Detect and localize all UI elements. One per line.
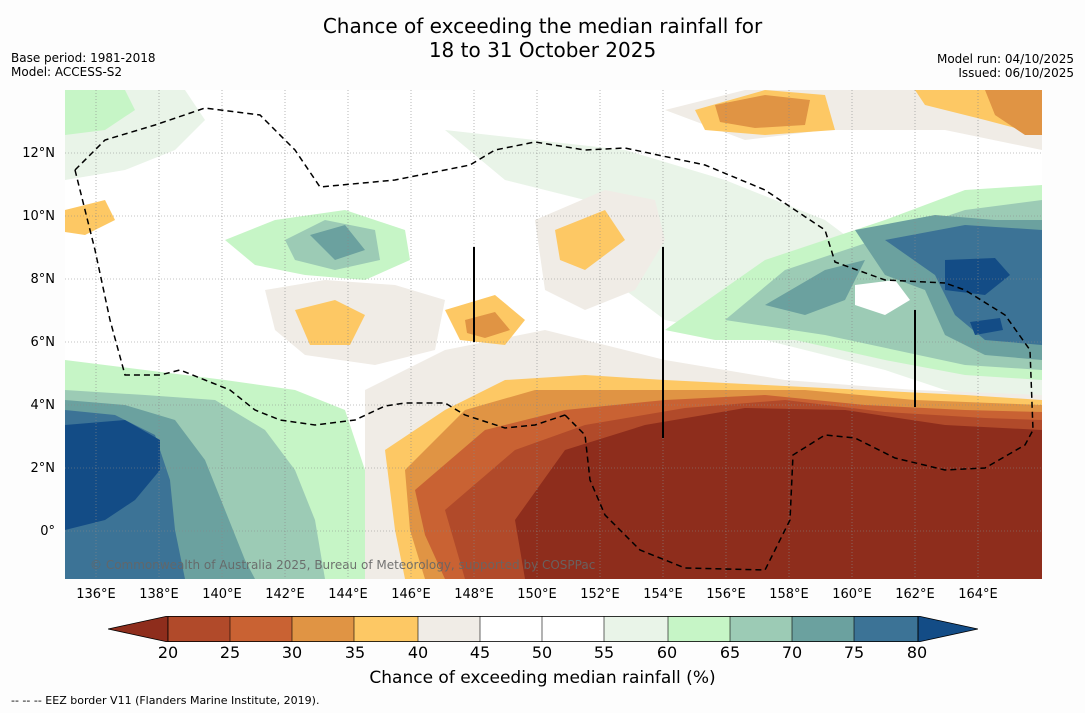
colorbar-label-70: 70 — [781, 643, 803, 662]
base-period: Base period: 1981-2018 — [11, 51, 156, 65]
colorbar-label-25: 25 — [219, 643, 241, 662]
region-35-c — [985, 90, 1042, 135]
colorbar — [107, 615, 979, 643]
x-tick-156e: 156°E — [706, 587, 746, 602]
colorbar-swatch-65-70 — [730, 616, 792, 642]
colorbar-label-80: 80 — [906, 643, 928, 662]
model-name: Model: ACCESS-S2 — [11, 65, 123, 79]
colorbar-swatch-75-80 — [854, 616, 918, 642]
x-tick-164e: 164°E — [958, 587, 998, 602]
y-tick-8n: 8°N — [30, 272, 56, 287]
colorbar-label-60: 60 — [656, 643, 678, 662]
issued-date: Issued: 06/10/2025 — [958, 66, 1074, 80]
colorbar-label-20: 20 — [157, 643, 179, 662]
copyright-text: © Commonwealth of Australia 2025, Bureau… — [90, 558, 596, 572]
colorbar-swatch-25-30 — [230, 616, 292, 642]
model-run: Model run: 04/10/2025 — [936, 52, 1074, 66]
y-tick-4n: 4°N — [30, 398, 56, 413]
meta-right: Model run: 04/10/2025 Issued: 06/10/2025 — [937, 52, 1074, 80]
colorbar-label-35: 35 — [344, 643, 366, 662]
region-85-east-a — [945, 258, 1010, 295]
x-tick-154e: 154°E — [643, 587, 683, 602]
region-35-a — [465, 312, 510, 338]
region-35-b — [715, 95, 810, 128]
colorbar-over-arrow — [917, 615, 979, 643]
x-tick-142e: 142°E — [265, 587, 305, 602]
colorbar-label-50: 50 — [531, 643, 553, 662]
x-tick-138e: 138°E — [139, 587, 179, 602]
x-tick-150e: 150°E — [517, 587, 557, 602]
colorbar-swatch-50-55 — [542, 616, 604, 642]
region-75-central — [310, 225, 365, 260]
region-50-east-pocket — [855, 280, 910, 315]
x-tick-140e: 140°E — [202, 587, 242, 602]
x-tick-148e: 148°E — [454, 587, 494, 602]
boundary-bars — [473, 247, 916, 438]
rainfall-map — [65, 90, 1042, 579]
x-tick-162e: 162°E — [895, 587, 935, 602]
colorbar-under-arrow — [107, 615, 169, 643]
eez-legend: -- -- -- EEZ border V11 (Flanders Marine… — [11, 694, 320, 707]
colorbar-label-30: 30 — [281, 643, 303, 662]
x-tick-136e: 136°E — [76, 587, 116, 602]
region-85-west — [65, 420, 160, 530]
colorbar-swatch-40-45 — [418, 616, 480, 642]
title-line-1: Chance of exceeding the median rainfall … — [322, 14, 763, 38]
x-tick-144e: 144°E — [328, 587, 368, 602]
colorbar-swatch-45-50 — [480, 616, 542, 642]
region-40-f — [65, 200, 115, 235]
colorbar-swatch-55-60 — [604, 616, 668, 642]
region-40-a — [295, 300, 365, 345]
colorbar-label-75: 75 — [843, 643, 865, 662]
colorbar-swatch-60-65 — [668, 616, 730, 642]
meta-left: Base period: 1981-2018 Model: ACCESS-S2 — [11, 51, 156, 79]
map-svg — [65, 90, 1042, 579]
title-line-2: 18 to 31 October 2025 — [428, 38, 657, 62]
colorbar-dividers — [229, 616, 855, 642]
eez-borders — [74, 107, 1034, 571]
y-tick-6n: 6°N — [30, 335, 56, 350]
y-tick-10n: 10°N — [22, 209, 55, 224]
colorbar-label-55: 55 — [593, 643, 615, 662]
region-75-east-a — [765, 260, 865, 315]
x-tick-152e: 152°E — [580, 587, 620, 602]
colorbar-swatch-35-40 — [354, 616, 418, 642]
y-tick-12n: 12°N — [22, 146, 55, 161]
x-tick-158e: 158°E — [769, 587, 809, 602]
x-tick-146e: 146°E — [391, 587, 431, 602]
colorbar-swatch-20-25 — [168, 616, 230, 642]
region-20-south — [515, 408, 1042, 579]
colorbar-title: Chance of exceeding median rainfall (%) — [369, 668, 716, 688]
map-title: Chance of exceeding the median rainfall … — [0, 14, 1085, 62]
colorbar-svg — [107, 615, 979, 643]
region-65-nw — [65, 90, 135, 135]
y-tick-0: 0° — [40, 524, 55, 539]
colorbar-swatch-30-35 — [292, 616, 354, 642]
region-40-c — [555, 210, 625, 270]
colorbar-label-65: 65 — [719, 643, 741, 662]
x-tick-160e: 160°E — [832, 587, 872, 602]
colorbar-frame — [167, 616, 919, 643]
colorbar-label-45: 45 — [469, 643, 491, 662]
colorbar-swatch-70-75 — [792, 616, 854, 642]
colorbar-label-40: 40 — [407, 643, 429, 662]
y-tick-2n: 2°N — [30, 461, 56, 476]
gridlines — [65, 90, 1042, 579]
